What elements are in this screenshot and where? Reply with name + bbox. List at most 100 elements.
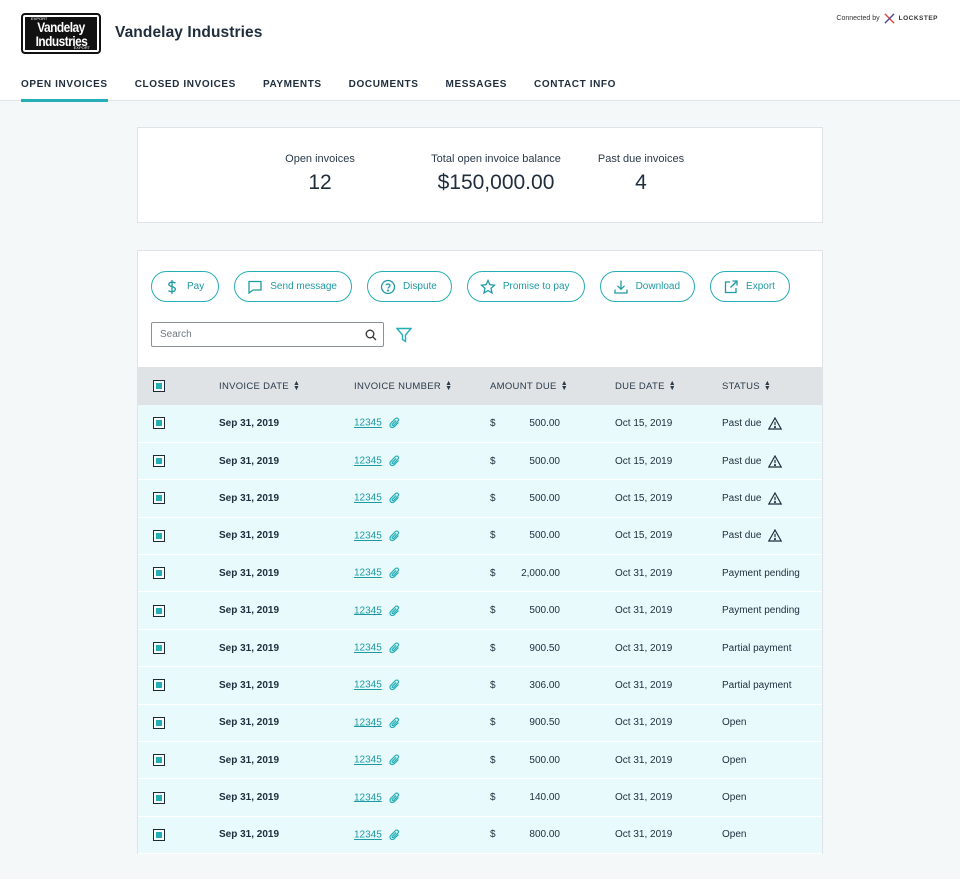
paperclip-icon[interactable] [389, 567, 401, 579]
invoice-number-link[interactable]: 12345 [354, 530, 382, 542]
row-checkbox[interactable] [153, 529, 165, 542]
row-checkbox[interactable] [153, 828, 165, 841]
invoice-number-link[interactable]: 12345 [354, 605, 382, 617]
invoice-number-link[interactable]: 12345 [354, 418, 382, 430]
due-date-cell: Oct 15, 2019 [615, 455, 673, 467]
invoice-number-link[interactable]: 12345 [354, 567, 382, 579]
invoice-date-cell: Sep 31, 2019 [219, 717, 280, 729]
amount-due-cell: $140.00 [490, 792, 560, 803]
warning-icon [768, 454, 783, 468]
row-checkbox[interactable] [153, 754, 165, 767]
tab-open-invoices[interactable]: OPEN INVOICES [21, 79, 108, 102]
due-date-cell: Oct 31, 2019 [615, 605, 673, 617]
status-cell: Payment pending [722, 592, 822, 629]
paperclip-icon[interactable] [389, 492, 401, 504]
row-checkbox[interactable] [153, 791, 165, 804]
warning-icon [768, 416, 783, 430]
tab-documents[interactable]: DOCUMENTS [348, 79, 419, 90]
currency-symbol: $ [490, 717, 496, 729]
due-date-cell: Oct 15, 2019 [615, 417, 673, 429]
status-cell: Past due [722, 442, 822, 479]
col-invoice-date[interactable]: INVOICE DATE ▲ ▼ [219, 367, 354, 405]
paperclip-icon[interactable] [389, 417, 401, 429]
col-invoice-number[interactable]: INVOICE NUMBER ▲ ▼ [354, 367, 490, 405]
table-row[interactable]: Sep 31, 2019 12345 $500.00 Oct 31, 2019 Open [138, 741, 822, 779]
filter-icon[interactable] [396, 327, 412, 343]
export-button[interactable]: Export [710, 271, 790, 302]
promise-to-pay-button[interactable]: Promise to pay [466, 271, 585, 302]
invoice-number-link[interactable]: 12345 [354, 829, 382, 841]
send-message-button[interactable]: Send message [234, 271, 352, 302]
row-checkbox[interactable] [153, 679, 165, 692]
search-input[interactable] [152, 323, 352, 346]
download-icon [613, 280, 628, 294]
due-date-cell: Oct 31, 2019 [615, 829, 673, 841]
invoice-number-link[interactable]: 12345 [354, 680, 382, 692]
paperclip-icon[interactable] [389, 530, 401, 542]
invoice-date-cell: Sep 31, 2019 [219, 829, 280, 841]
tab-payments[interactable]: PAYMENTS [262, 79, 322, 90]
due-date-cell: Oct 15, 2019 [615, 530, 673, 542]
table-row[interactable]: Sep 31, 2019 12345 $500.00 Oct 15, 2019 Past… [138, 479, 822, 518]
paperclip-icon[interactable] [389, 829, 401, 841]
invoice-date-cell: Sep 31, 2019 [219, 530, 280, 542]
sort-icon: ▲ ▼ [668, 379, 676, 392]
invoice-number-link[interactable]: 12345 [354, 642, 382, 654]
pay-button[interactable]: Pay [151, 271, 220, 302]
paperclip-icon[interactable] [389, 679, 401, 691]
paperclip-icon[interactable] [389, 792, 401, 804]
amount-value: 500.00 [529, 530, 560, 542]
amount-due-cell: $500.00 [490, 456, 560, 467]
amount-due-cell: $500.00 [490, 418, 560, 429]
row-checkbox[interactable] [153, 716, 165, 729]
amount-due-cell: $900.50 [490, 643, 560, 654]
table-row[interactable]: Sep 31, 2019 12345 $500.00 Oct 15, 2019 Past… [138, 405, 822, 443]
row-checkbox[interactable] [153, 455, 165, 468]
paperclip-icon[interactable] [389, 754, 401, 766]
col-status[interactable]: STATUS ▲ ▼ [722, 367, 822, 405]
tab-closed-invoices[interactable]: CLOSED INVOICES [134, 79, 236, 90]
invoice-number-link[interactable]: 12345 [354, 792, 382, 804]
col-due-date[interactable]: DUE DATE ▲ ▼ [615, 367, 722, 405]
table-row[interactable]: Sep 31, 2019 12345 $306.00 Oct 31, 2019 Part… [138, 666, 822, 705]
amount-value: 900.50 [529, 642, 560, 654]
invoice-date-cell: Sep 31, 2019 [219, 455, 280, 467]
select-all-checkbox[interactable] [153, 380, 165, 392]
amount-due-cell: $500.00 [490, 530, 560, 541]
col-amount-due[interactable]: AMOUNT DUE ▲ ▼ [490, 367, 615, 405]
tab-messages[interactable]: MESSAGES [445, 79, 507, 90]
download-button[interactable]: Download [599, 271, 696, 302]
row-checkbox[interactable] [153, 604, 165, 617]
table-row[interactable]: Sep 31, 2019 12345 $800.00 Oct 31, 2019 Open [138, 816, 822, 854]
table-row[interactable]: Sep 31, 2019 12345 $900.50 Oct 31, 2019 Open [138, 704, 822, 742]
row-checkbox[interactable] [153, 417, 165, 430]
invoice-number-link[interactable]: 12345 [354, 717, 382, 729]
paperclip-icon[interactable] [389, 717, 401, 729]
paperclip-icon[interactable] [389, 642, 401, 654]
table-row[interactable]: Sep 31, 2019 12345 $2,000.00 Oct 31, 2019 Pa… [138, 554, 822, 592]
table-row[interactable]: Sep 31, 2019 12345 $500.00 Oct 15, 2019 Past… [138, 517, 822, 555]
invoice-number-link[interactable]: 12345 [354, 754, 382, 766]
table-row[interactable]: Sep 31, 2019 12345 $140.00 Oct 31, 2019 Open [138, 778, 822, 817]
paperclip-icon[interactable] [389, 605, 401, 617]
row-checkbox[interactable] [153, 567, 165, 580]
table-row[interactable]: Sep 31, 2019 12345 $900.50 Oct 31, 2019 Part… [138, 629, 822, 667]
status-text: Past due [722, 530, 762, 542]
invoices-card: Pay Send message Dispute Promise to pay … [137, 250, 823, 854]
search-icon[interactable] [365, 329, 377, 341]
open-invoices-stat: Open invoices 12 [284, 153, 356, 195]
currency-symbol: $ [490, 417, 496, 429]
invoice-date-cell: Sep 31, 2019 [219, 417, 280, 429]
table-row[interactable]: Sep 31, 2019 12345 $500.00 Oct 31, 2019 Paym… [138, 591, 822, 630]
row-checkbox[interactable] [153, 492, 165, 505]
invoice-number-link[interactable]: 12345 [354, 493, 382, 505]
invoice-number-link[interactable]: 12345 [354, 455, 382, 467]
tab-contact-info[interactable]: CONTACT INFO [534, 79, 617, 90]
table-row[interactable]: Sep 31, 2019 12345 $500.00 Oct 15, 2019 Past… [138, 442, 822, 480]
paperclip-icon[interactable] [389, 455, 401, 467]
due-date-cell: Oct 31, 2019 [615, 642, 673, 654]
dispute-button[interactable]: Dispute [366, 271, 452, 302]
amount-value: 2,000.00 [521, 567, 560, 579]
row-checkbox[interactable] [153, 642, 165, 655]
status-text: Open [722, 792, 747, 804]
